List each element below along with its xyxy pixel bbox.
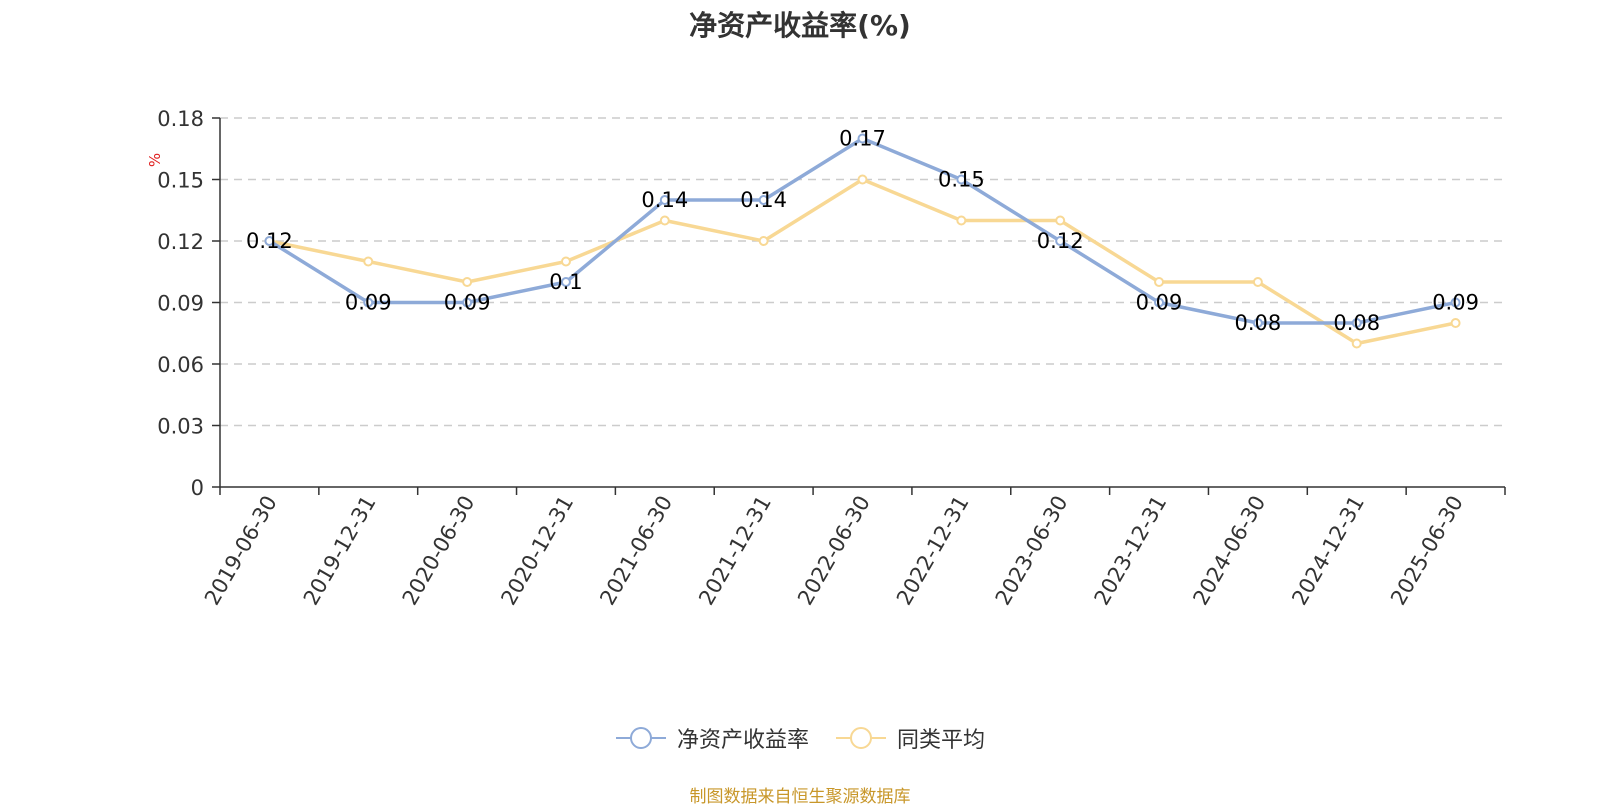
data-label: 0.12: [1037, 229, 1084, 253]
data-point-peer-average: [1450, 318, 1461, 328]
chart-title: 净资产收益率(%): [689, 9, 911, 42]
data-point-peer-average: [857, 174, 868, 185]
data-label: 0.08: [1235, 311, 1282, 335]
x-tick-label: 2021-12-31: [694, 492, 776, 610]
x-tick-label: 2019-12-31: [299, 492, 381, 610]
data-label: 0.17: [839, 127, 886, 151]
legend-label-roe: 净资产收益率: [676, 728, 809, 753]
legend: 净资产收益率 同类平均: [0, 722, 1600, 754]
data-label: 0.09: [444, 291, 491, 315]
y-tick-label: 0.06: [157, 353, 204, 377]
data-label: 0.12: [246, 229, 293, 253]
x-tick-label: 2022-06-30: [793, 492, 875, 610]
data-point-peer-average: [462, 277, 473, 287]
data-label: 0.15: [938, 168, 985, 192]
data-point-roe: [462, 297, 473, 308]
x-tick-label: 2020-12-31: [496, 492, 578, 610]
legend-label-peer-average: 同类平均: [897, 728, 986, 753]
data-label: 0.1: [549, 270, 582, 294]
legend-item-peer-average[interactable]: 同类平均: [835, 722, 985, 754]
data-point-roe: [1252, 318, 1263, 328]
data-label: 0.09: [1136, 291, 1183, 315]
y-tick-label: 0.18: [157, 107, 204, 131]
data-label: 0.09: [345, 291, 392, 315]
data-point-roe: [1055, 236, 1066, 246]
data-point-roe: [956, 174, 967, 185]
data-point-peer-average: [560, 256, 571, 267]
x-tick-label: 2019-06-30: [200, 492, 282, 610]
legend-swatch-peer-average: [836, 727, 886, 749]
x-tick-label: 2024-06-30: [1188, 492, 1270, 610]
data-label: 0.08: [1333, 311, 1380, 335]
legend-item-roe[interactable]: 净资产收益率: [615, 722, 809, 754]
data-point-peer-average: [363, 256, 374, 267]
data-point-peer-average: [758, 236, 769, 246]
data-point-peer-average: [659, 215, 670, 226]
data-label: 0.09: [1432, 291, 1479, 315]
source-note: 制图数据来自恒生聚源数据库: [689, 787, 911, 807]
data-point-roe: [363, 297, 374, 308]
data-point-peer-average: [1252, 277, 1263, 287]
x-tick-label: 2025-06-30: [1386, 492, 1468, 610]
y-tick-label: 0.15: [157, 169, 204, 193]
x-tick-label: 2024-12-31: [1287, 492, 1369, 610]
data-point-roe: [1450, 297, 1461, 308]
data-point-peer-average: [956, 215, 967, 226]
data-point-roe: [857, 133, 868, 144]
x-tick-label: 2023-12-31: [1090, 492, 1172, 610]
y-tick-label: 0: [191, 476, 204, 500]
data-point-roe: [560, 277, 571, 287]
data-label: 0.14: [641, 188, 688, 212]
data-point-peer-average: [1351, 338, 1362, 349]
data-point-roe: [758, 195, 769, 205]
y-axis-unit-label: %: [146, 153, 164, 167]
y-tick-label: 0.03: [157, 415, 204, 439]
x-tick-label: 2023-06-30: [991, 492, 1073, 610]
data-point-roe: [1154, 297, 1165, 308]
data-point-peer-average: [1154, 277, 1165, 287]
legend-swatch-roe: [615, 727, 666, 749]
data-label: 0.14: [740, 188, 787, 212]
x-tick-label: 2020-06-30: [398, 491, 480, 609]
y-tick-label: 0.12: [157, 230, 204, 254]
y-tick-label: 0.09: [157, 292, 204, 316]
x-tick-label: 2021-06-30: [595, 492, 677, 610]
x-tick-label: 2022-12-31: [892, 492, 974, 610]
data-point-roe: [1351, 318, 1362, 328]
data-point-roe: [659, 195, 670, 205]
data-point-peer-average: [1055, 215, 1066, 226]
data-point-roe: [264, 236, 275, 246]
